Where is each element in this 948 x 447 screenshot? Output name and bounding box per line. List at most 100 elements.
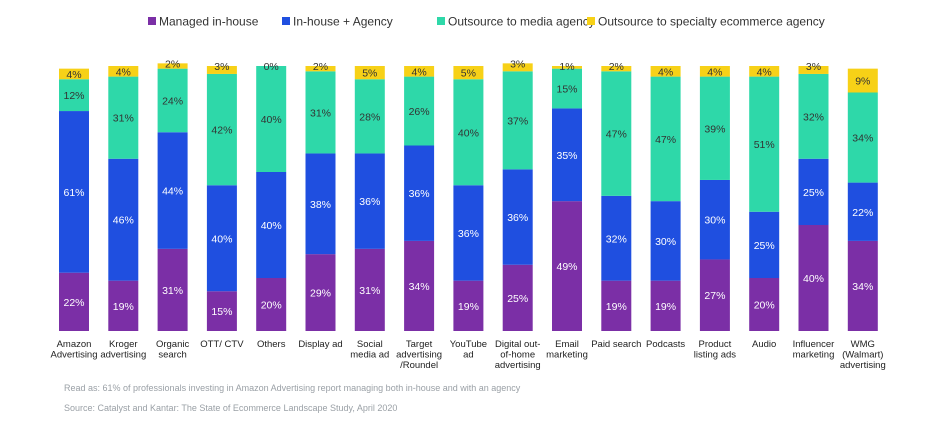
bar-segment [650,76,681,202]
data-label: 5% [362,68,377,80]
bar-segment [206,185,237,292]
bar-segment [552,68,582,109]
legend-swatch [437,17,445,25]
bar-segment [502,169,533,265]
legend-swatch [148,17,156,25]
data-label: 46% [113,215,134,227]
category-label: Paid search [591,339,641,350]
bar-segment [59,272,89,331]
data-label: 40% [458,127,479,139]
category-label: Podcasts [646,339,685,350]
data-label: 4% [707,66,722,78]
data-label: 31% [113,113,134,125]
data-label: 30% [704,215,725,227]
data-label: 61% [63,187,84,199]
data-label: 1% [559,61,574,73]
legend-swatch [587,17,595,25]
category-label: WMG (Walmart) advertising [840,339,886,371]
data-label: 49% [556,261,577,273]
bar-segment [699,179,730,260]
bar-segment [847,68,878,93]
bar-segment [108,76,139,159]
data-label: 35% [556,150,577,162]
bar-segment [749,66,780,77]
bar-segment [650,66,681,77]
category-label: Audio [752,339,776,350]
category-label: Influencer marketing [793,339,835,361]
data-label: 40% [803,273,824,285]
bar-segment [354,66,385,80]
bar-segment [552,108,582,202]
data-label: 25% [754,240,775,252]
bar-segment [256,278,287,331]
bar-segment [108,280,139,331]
bar-segment [157,132,188,249]
data-label: 31% [359,285,380,297]
bar-segment [502,63,533,72]
legend-label: Outsource to media agency [448,15,595,29]
data-label: 34% [852,133,873,145]
bar-segment [699,76,730,180]
bar-segment [354,79,385,154]
bar-segment [108,158,139,281]
data-label: 40% [261,114,282,126]
bar-segment [699,259,730,331]
category-label: Email marketing [546,339,588,361]
bar-segment [798,73,829,159]
data-label: 2% [609,61,624,73]
data-label: 31% [310,107,331,119]
data-label: 20% [261,300,282,312]
data-label: 47% [655,134,676,146]
data-label: 19% [655,301,676,313]
bar-segment [650,201,681,281]
data-label: 34% [852,281,873,293]
data-label: 0% [264,61,279,73]
data-label: 26% [409,106,430,118]
bar-segment [305,66,336,72]
category-label: OTT/ CTV [200,339,244,350]
bar-segment [59,68,89,80]
data-label: 12% [63,90,84,102]
data-label: 29% [310,288,331,300]
category-label: Display ad [298,339,342,350]
legend-label: Outsource to specialty ecommerce agency [598,15,825,29]
bar-segment [206,73,237,186]
bar-segment [749,278,780,331]
bar-segment [59,111,89,273]
category-label: Target advertising/Roundel [396,339,442,371]
category-label: Others [257,339,286,350]
data-label: 40% [211,233,232,245]
category-label: Kroger advertising [100,339,146,361]
read-as-note: Read as: 61% of professionals investing … [64,383,521,393]
data-label: 24% [162,95,183,107]
legend-label: Managed in-house [159,15,259,29]
data-label: 22% [63,297,84,309]
bar-segment [847,92,878,183]
bar-segment [502,71,533,170]
bar-segment [305,254,336,331]
data-label: 47% [606,129,627,141]
data-label: 2% [165,58,180,70]
category-label: Digital out-of-home advertising [495,339,541,371]
data-label: 15% [556,84,577,96]
data-label: 27% [704,290,725,302]
data-label: 3% [510,58,525,70]
source-note: Source: Catalyst and Kantar: The State o… [64,403,398,413]
data-label: 2% [313,61,328,73]
bar-segment [157,248,188,331]
bar-segment [601,66,632,72]
bar-segment [601,280,632,331]
bar-segment [305,71,336,154]
data-label: 4% [757,66,772,78]
bar-segment [59,79,89,112]
bar-segment [601,71,632,196]
bar-segment [699,66,730,77]
category-label: Social media ad [350,339,389,361]
category-label: Product listing ads [694,339,736,361]
bar-segment [404,240,435,331]
data-label: 25% [507,293,528,305]
data-label: 15% [211,306,232,318]
bar-segment [749,211,780,278]
bar-segment [552,201,582,331]
